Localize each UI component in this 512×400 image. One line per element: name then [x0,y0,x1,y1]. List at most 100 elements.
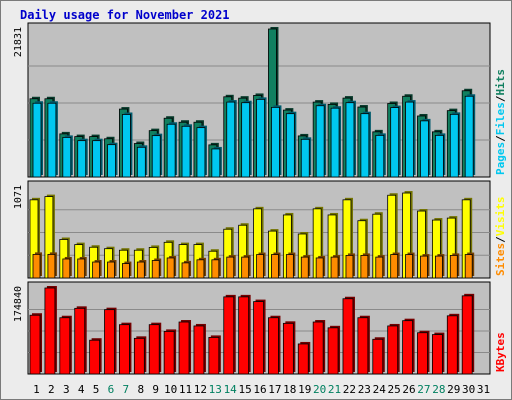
x-tick-label: 7 [123,383,130,396]
x-tick-label: 8 [137,383,144,396]
files-bar [32,102,42,178]
files-bar [315,105,325,178]
x-tick-label: 20 [313,383,326,396]
files-bar [360,113,370,178]
panel-3-ymax-label: 174840 [13,286,24,322]
sites-bar [122,263,130,279]
x-tick-label: 18 [283,383,296,396]
kbytes-bar [357,317,369,375]
kbytes-bar [178,321,190,375]
kbytes-bar [372,338,384,375]
files-bar [62,137,72,178]
kbytes-bar [44,287,56,375]
files-bar [345,102,355,178]
files-bar [211,148,221,178]
side-label-separator: / [494,236,507,243]
x-tick-label: 16 [253,383,266,396]
kbytes-bar [133,337,145,375]
files-bar [181,125,191,178]
files-bar [151,135,161,178]
side-label-hits: Hits [494,69,507,96]
sites-bar [211,259,220,279]
kbytes-bar [89,339,101,375]
sites-bar [62,258,71,279]
side-label-kbytes: KBytes [494,332,507,372]
files-bar [107,144,116,178]
x-tick-label: 6 [108,383,115,396]
files-bar [226,101,236,178]
x-tick-label: 22 [343,383,356,396]
x-tick-label: 31 [477,383,490,396]
panel-2-ymax-label: 1071 [13,185,24,209]
x-tick-label: 11 [179,383,192,396]
sites-bar [449,254,458,279]
x-tick-label: 17 [268,383,281,396]
panel-2-side-label: Sites/Visits [494,197,507,277]
x-tick-label: 12 [194,383,207,396]
sites-bar [434,255,443,279]
x-tick-label: 26 [402,383,415,396]
files-bar [166,123,176,178]
files-bar [285,113,295,178]
x-tick-label: 25 [388,383,401,396]
kbytes-bar [342,298,354,375]
sites-bar [405,254,413,279]
sites-bar [271,254,279,279]
sites-bar [196,259,205,279]
files-bar [122,114,131,178]
x-tick-label: 14 [224,383,238,396]
kbytes-bar [461,295,473,375]
x-tick-label: 4 [78,383,85,396]
sites-bar [151,260,160,279]
panel-1-side-label: Pages/Files/Hits [494,69,507,175]
sites-bar [77,258,86,279]
side-label-separator: / [494,135,507,142]
kbytes-bar [253,301,264,375]
sites-bar [166,257,175,279]
x-tick-label: 13 [209,383,222,396]
side-label-separator: / [494,95,507,102]
files-bar [196,127,206,178]
x-tick-label: 30 [462,383,475,396]
sites-bar [136,261,145,279]
files-bar [77,140,87,178]
files-bar [420,120,429,178]
x-tick-label: 9 [152,383,159,396]
side-label-pages: Pages [494,142,507,175]
sites-bar [390,254,399,279]
x-tick-label: 2 [48,383,55,396]
x-tick-label: 15 [238,383,251,396]
x-tick-label: 10 [164,383,177,396]
files-bar [449,113,459,178]
sites-bar [32,253,41,279]
kbytes-bar [297,343,309,375]
x-tick-label: 1 [33,383,40,396]
files-bar [300,138,310,178]
sites-bar [330,256,339,279]
kbytes-bar [223,296,235,375]
kbytes-bar [402,320,413,375]
kbytes-bar [193,325,205,375]
x-tick-label: 28 [432,383,445,396]
kbytes-bar [238,296,250,375]
files-bar [434,134,444,178]
kbytes-bar [268,317,279,375]
sites-bar [345,254,354,279]
files-bar [375,134,385,178]
side-label-files: Files [494,102,507,135]
files-bar [464,95,474,178]
kbytes-bar [163,331,175,375]
panel-3-side-label: KBytes [494,332,507,372]
sites-bar [360,254,369,279]
files-bar [241,102,251,178]
sites-bar [241,256,250,279]
kbytes-bar [446,315,458,375]
kbytes-bar [29,314,41,375]
files-bar [271,106,280,178]
x-tick-label: 19 [298,383,311,396]
files-bar [136,146,146,178]
files-bar [256,98,265,178]
chart-title: Daily usage for November 2021 [20,8,230,22]
